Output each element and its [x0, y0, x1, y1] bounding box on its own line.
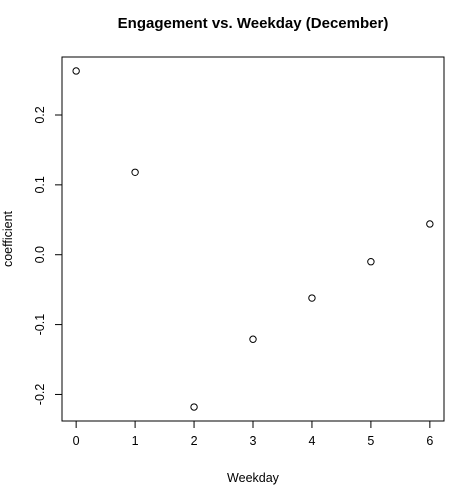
- x-tick-label: 5: [367, 434, 374, 448]
- data-point: [131, 168, 139, 176]
- y-tick-label: 0.2: [33, 106, 47, 123]
- x-axis-label: Weekday: [227, 471, 280, 485]
- y-tick-label: 0.0: [33, 246, 47, 263]
- data-point: [367, 258, 375, 266]
- x-tick-label: 2: [191, 434, 198, 448]
- data-point: [72, 67, 80, 75]
- x-tick-label: 6: [426, 434, 433, 448]
- data-point: [308, 294, 316, 302]
- plot-frame: [61, 56, 445, 422]
- x-tick-label: 1: [132, 434, 139, 448]
- x-tick-label: 4: [308, 434, 315, 448]
- data-point: [249, 335, 257, 343]
- x-tick-label: 0: [73, 434, 80, 448]
- y-tick-label: -0.1: [33, 314, 47, 336]
- data-point: [190, 403, 198, 411]
- data-point: [426, 220, 434, 228]
- data-points: [72, 67, 434, 411]
- y-axis-label: coefficient: [1, 210, 15, 267]
- y-axis: -0.2 -0.1 0.0 0.1 0.2: [33, 106, 63, 406]
- chart-title: Engagement vs. Weekday (December): [118, 15, 389, 32]
- y-tick-label: 0.1: [33, 176, 47, 193]
- x-axis: 0 1 2 3 4 5 6: [73, 420, 433, 448]
- x-tick-label: 3: [250, 434, 257, 448]
- y-tick-label: -0.2: [33, 384, 47, 406]
